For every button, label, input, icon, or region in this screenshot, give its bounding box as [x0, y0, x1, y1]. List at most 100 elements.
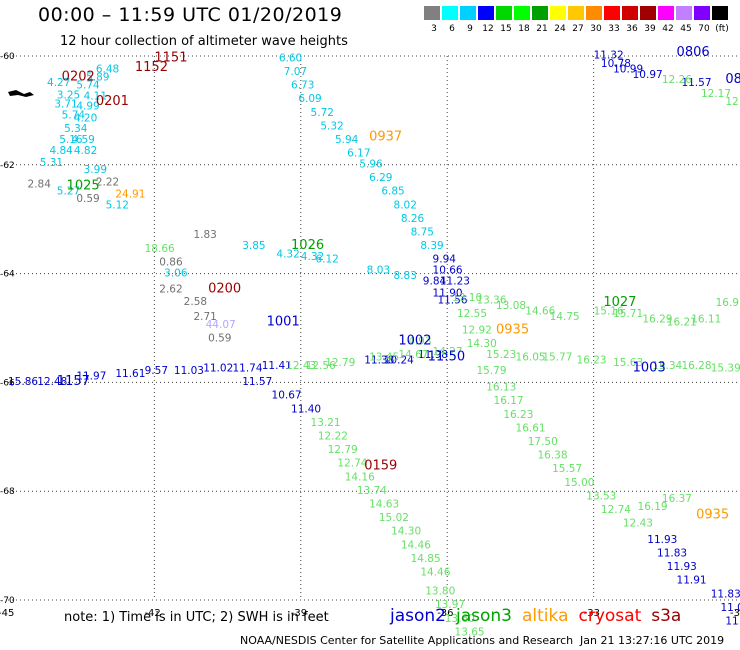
scale-swatch: [442, 6, 458, 20]
track-time-label: 1001: [267, 314, 300, 329]
scale-swatch: [658, 6, 674, 20]
swh-value: 15.71: [613, 308, 643, 320]
scale-label: 33: [608, 24, 620, 34]
swh-value: 9.84: [423, 275, 447, 287]
island-shape: [8, 90, 34, 97]
swh-value: 12.74: [601, 504, 631, 516]
swh-value: 5.16: [59, 134, 83, 146]
swh-value: 11.83: [711, 588, 740, 600]
swh-value: 9.94: [433, 254, 457, 266]
swh-value: 6.48: [96, 63, 119, 75]
scale-label: 42: [662, 24, 674, 34]
swh-value: 15.23: [486, 349, 516, 361]
track-time-label: 1157: [57, 374, 90, 389]
scale-label: 39: [644, 24, 656, 34]
scale-label: 24: [554, 24, 566, 34]
swh-value: 5.27: [57, 186, 80, 198]
swh-value: 16.17: [494, 395, 524, 407]
swh-value: 4.20: [74, 112, 97, 124]
track-time-label: 0807: [725, 72, 740, 87]
scale-swatch: [640, 6, 656, 20]
swh-value: 2.22: [96, 176, 119, 188]
lon-tick-label: -39: [291, 608, 307, 619]
footer-timestamp: Jan 21 13:27:16 UTC 2019: [580, 634, 725, 647]
track-time-label: 0806: [677, 45, 710, 60]
swh-value: 13.60: [445, 613, 475, 625]
legend-item-cryosat: cryosat: [578, 606, 642, 626]
scale-label: (ft): [715, 24, 729, 34]
swh-value: 4.93: [408, 335, 431, 347]
footer-credit: NOAA/NESDIS Center for Satellite Applica…: [240, 634, 574, 647]
swh-value: 16.38: [537, 450, 567, 462]
swh-value: 16.28: [681, 360, 711, 372]
scale-label: 30: [590, 24, 602, 34]
swh-value: 11.00: [720, 602, 740, 614]
swh-value: 11.91: [677, 575, 707, 587]
swh-value: 16.91: [716, 297, 740, 309]
swh-value: 15.79: [476, 365, 506, 377]
swh-value: 10.97: [633, 69, 663, 81]
swh-value: 13.80: [425, 586, 455, 598]
swh-value: 15.86: [8, 376, 38, 388]
swh-value: 17.50: [528, 436, 558, 448]
swh-value: 12.79: [328, 444, 358, 456]
swh-value: 14.75: [550, 311, 580, 323]
swh-value: 12.56: [306, 360, 336, 372]
swh-value: 14.30: [467, 338, 497, 350]
swh-value: 6.60: [279, 52, 302, 64]
swh-value: 11.97: [76, 371, 106, 383]
swh-value: 4.32: [276, 248, 299, 260]
scale-swatch: [712, 6, 728, 20]
swh-value: 5.31: [40, 157, 63, 169]
swh-value: 16.19: [638, 501, 668, 513]
swh-value: 13.10: [452, 292, 482, 304]
swh-value: 12.92: [462, 324, 492, 336]
swh-value: 8.26: [401, 213, 425, 225]
scale-label: 21: [536, 24, 548, 34]
lat-tick-label: -66: [0, 378, 15, 388]
track-time-label: 0159: [364, 458, 397, 473]
scale-label: 18: [518, 24, 530, 34]
swh-value: 10.67: [272, 390, 302, 402]
swh-value: 13.08: [496, 300, 526, 312]
swh-value: 13.74: [357, 485, 387, 497]
track-time-label: 1152: [135, 60, 168, 75]
lon-tick-label: -36: [437, 608, 453, 619]
swh-value: 4.84: [49, 145, 73, 157]
notes-text: note: 1) Time is in UTC; 2) SWH is in fe…: [64, 610, 329, 625]
swh-value: 3.06: [164, 267, 188, 279]
swh-value: 11.57: [242, 376, 272, 388]
lon-tick-label: -42: [144, 608, 160, 619]
swh-value: 12.26: [662, 74, 692, 86]
scale-swatch: [496, 6, 512, 20]
swh-value: 11.93: [647, 534, 677, 546]
swh-value: 15.63: [613, 357, 643, 369]
swh-value: 10.78: [601, 58, 631, 70]
swh-value: 15.16: [594, 305, 624, 317]
swh-value: 5.74: [62, 110, 86, 122]
swh-value: 14.30: [391, 526, 421, 538]
lon-tick-label: -33: [584, 608, 600, 619]
swh-value: 8.02: [394, 199, 417, 211]
satellite-legend: jason2 jason3 altika cryosat s3a: [390, 606, 691, 626]
lat-tick-label: -62: [0, 161, 15, 171]
swh-value: 44.07: [206, 319, 236, 331]
scale-swatch: [478, 6, 494, 20]
swh-value: 2.58: [184, 296, 207, 308]
track-time-label: 1003: [633, 361, 666, 376]
swh-value: 11.93: [667, 561, 697, 573]
track-time-label: 0935: [496, 322, 529, 337]
swh-value: 14.63: [369, 499, 399, 511]
swh-value: 6.73: [291, 80, 314, 92]
swh-value: 3.99: [84, 164, 107, 176]
swh-value: 3.85: [242, 240, 265, 252]
swh-value: 11.56: [437, 295, 467, 307]
lon-tick-label: -45: [0, 608, 14, 619]
swh-value: 12.79: [325, 357, 355, 369]
track-time-label: 1151: [154, 50, 187, 65]
scale-label: 45: [680, 24, 692, 34]
lat-tick-label: -68: [0, 487, 15, 497]
swh-value: 5.74: [76, 80, 100, 92]
swh-value: 2.71: [193, 311, 216, 323]
